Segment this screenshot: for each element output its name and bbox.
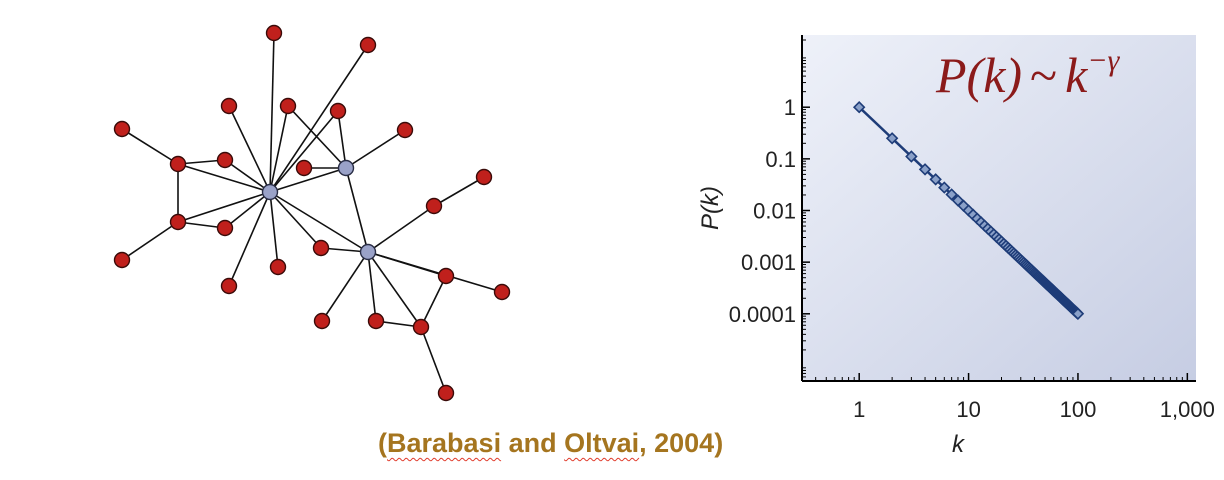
network-node bbox=[493, 283, 511, 301]
network-edge bbox=[177, 191, 271, 223]
scale-free-network-diagram bbox=[113, 24, 511, 402]
network-node bbox=[113, 251, 131, 269]
network-node bbox=[396, 121, 414, 139]
y-tick-label: 0.01 bbox=[753, 199, 796, 224]
network-hub-node bbox=[261, 183, 279, 201]
network-edge bbox=[228, 191, 271, 287]
network-edge bbox=[269, 110, 339, 193]
x-tick-label: 1,000 bbox=[1160, 397, 1215, 422]
network-edge bbox=[420, 326, 447, 394]
network-edge bbox=[367, 251, 503, 293]
network-edge bbox=[433, 176, 485, 207]
network-edges bbox=[121, 32, 503, 394]
x-tick-label: 1 bbox=[853, 397, 865, 422]
citation-year: , 2004) bbox=[639, 428, 724, 458]
network-node bbox=[220, 277, 238, 295]
x-tick-label: 10 bbox=[956, 397, 980, 422]
formula-lhs: P(k) bbox=[935, 47, 1022, 103]
network-node bbox=[169, 155, 187, 173]
network-edge bbox=[224, 191, 271, 229]
data-point bbox=[938, 181, 951, 194]
x-ticks: 1 10 100 1,000 bbox=[801, 373, 1215, 422]
network-edge bbox=[224, 159, 271, 193]
data-point bbox=[1071, 307, 1085, 321]
network-node bbox=[329, 102, 347, 120]
data-point bbox=[945, 188, 958, 201]
network-node bbox=[425, 197, 443, 215]
network-edge bbox=[367, 251, 422, 328]
network-edge bbox=[269, 167, 347, 193]
plot-background bbox=[802, 35, 1196, 381]
y-ticks: 1 0.1 0.01 0.001 0.0001 bbox=[729, 39, 810, 378]
data-point bbox=[885, 132, 899, 145]
x-tick-label: 100 bbox=[1060, 397, 1097, 422]
network-node bbox=[295, 159, 313, 177]
network-edge bbox=[269, 44, 369, 193]
y-tick-label: 1 bbox=[784, 95, 796, 120]
network-edge bbox=[121, 128, 179, 165]
network-node bbox=[475, 168, 493, 186]
network-node bbox=[216, 151, 234, 169]
network-node bbox=[367, 312, 385, 330]
network-node bbox=[169, 213, 187, 231]
y-tick-label: 0.001 bbox=[741, 250, 796, 275]
network-edge bbox=[367, 251, 377, 322]
citation: (Barabasi and Oltvai, 2004) bbox=[378, 428, 723, 459]
network-edge bbox=[269, 32, 275, 193]
network-node bbox=[216, 219, 234, 237]
network-node bbox=[437, 267, 455, 285]
network-node bbox=[313, 312, 331, 330]
x-axis-label: k bbox=[952, 431, 966, 458]
network-hub-node bbox=[337, 159, 355, 177]
network-edge bbox=[269, 191, 322, 249]
network-node bbox=[359, 36, 377, 54]
formula-exponent: −γ bbox=[1087, 44, 1120, 77]
network-edge bbox=[269, 105, 289, 193]
network-node bbox=[113, 120, 131, 138]
network-edge bbox=[337, 110, 347, 169]
y-tick-label: 0.0001 bbox=[729, 302, 796, 327]
network-edge bbox=[345, 129, 406, 169]
data-point bbox=[929, 173, 942, 186]
y-axis-label: P(k) bbox=[697, 186, 724, 230]
network-edge bbox=[177, 163, 271, 193]
network-hub-node bbox=[359, 243, 377, 261]
data-point bbox=[918, 163, 932, 176]
formula-base: k bbox=[1065, 47, 1088, 103]
citation-and: and bbox=[501, 428, 565, 458]
network-edge bbox=[321, 251, 369, 322]
chart-title-formula: P(k) ~ k−γ bbox=[935, 44, 1121, 103]
data-point bbox=[852, 100, 866, 114]
network-edge bbox=[420, 275, 447, 328]
network-edge bbox=[269, 191, 279, 268]
y-axis-label-group: P(k) bbox=[697, 186, 724, 230]
data-point bbox=[905, 150, 918, 163]
network-node bbox=[269, 258, 287, 276]
citation-author-1: Barabasi bbox=[387, 428, 502, 458]
network-node bbox=[437, 384, 455, 402]
network-edge bbox=[287, 105, 347, 169]
citation-open: ( bbox=[378, 428, 387, 458]
network-node bbox=[312, 239, 330, 257]
network-edge bbox=[228, 105, 271, 193]
citation-author-2: Oltvai bbox=[564, 428, 640, 458]
network-edge bbox=[367, 205, 435, 253]
network-node bbox=[279, 97, 297, 115]
network-node bbox=[265, 24, 283, 42]
network-node bbox=[412, 318, 430, 336]
network-edge bbox=[269, 191, 369, 253]
network-edge bbox=[121, 221, 179, 261]
formula-tilde: ~ bbox=[1030, 47, 1057, 103]
series-power-law bbox=[852, 100, 1085, 321]
network-nodes bbox=[113, 24, 511, 402]
network-node bbox=[220, 97, 238, 115]
network-edge bbox=[345, 167, 369, 253]
y-tick-label: 0.1 bbox=[765, 147, 796, 172]
